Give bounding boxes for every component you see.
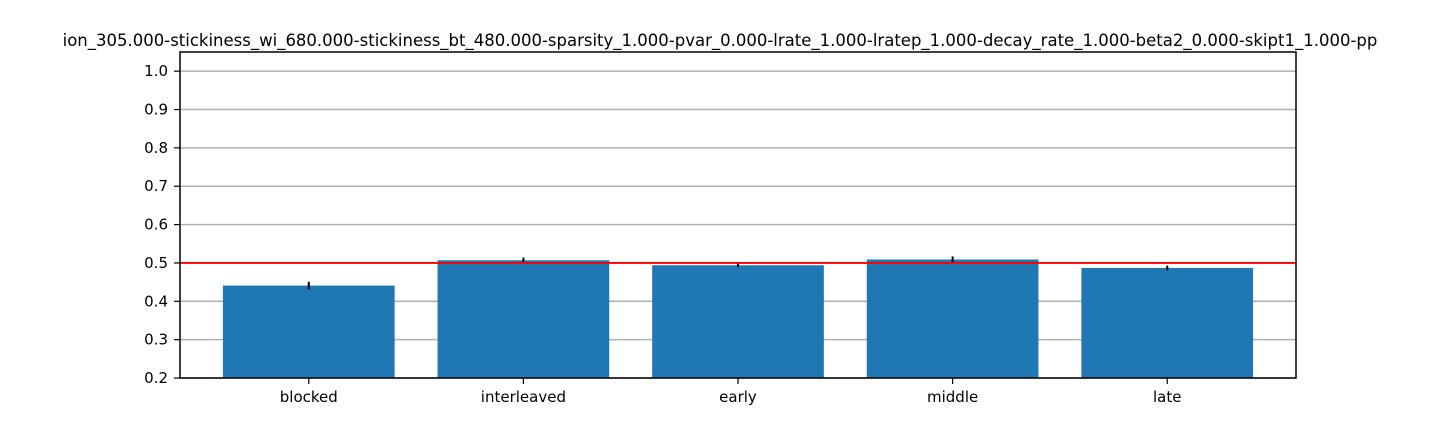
y-tick-label: 0.3	[144, 331, 168, 349]
x-tick-label: middle	[927, 388, 978, 406]
bar-interleaved	[437, 260, 610, 378]
x-tick-label: early	[719, 388, 757, 406]
bar-middle	[866, 259, 1039, 378]
y-tick-label: 0.5	[144, 254, 168, 272]
y-tick-label: 0.9	[144, 101, 168, 119]
bar-early	[652, 265, 824, 378]
y-tick-label: 0.2	[144, 369, 168, 387]
y-tick-label: 0.7	[144, 177, 168, 195]
x-tick-label: blocked	[280, 388, 338, 406]
x-tick-label: late	[1153, 388, 1181, 406]
bar-blocked	[222, 285, 395, 378]
bar-late	[1081, 267, 1254, 378]
y-tick-label: 0.4	[144, 292, 168, 310]
chart-title: ion_305.000-stickiness_wi_680.000-sticki…	[63, 31, 1378, 51]
y-tick-label: 1.0	[144, 62, 168, 80]
x-axis: blocked interleaved early middle late	[280, 378, 1181, 406]
y-tick-label: 0.8	[144, 139, 168, 157]
bars	[222, 259, 1254, 378]
x-tick-label: interleaved	[481, 388, 566, 406]
y-axis: 0.2 0.3 0.4 0.5 0.6 0.7 0.8 0.9 1.0	[144, 62, 180, 387]
y-tick-label: 0.6	[144, 216, 168, 234]
error-bars	[307, 256, 1169, 290]
